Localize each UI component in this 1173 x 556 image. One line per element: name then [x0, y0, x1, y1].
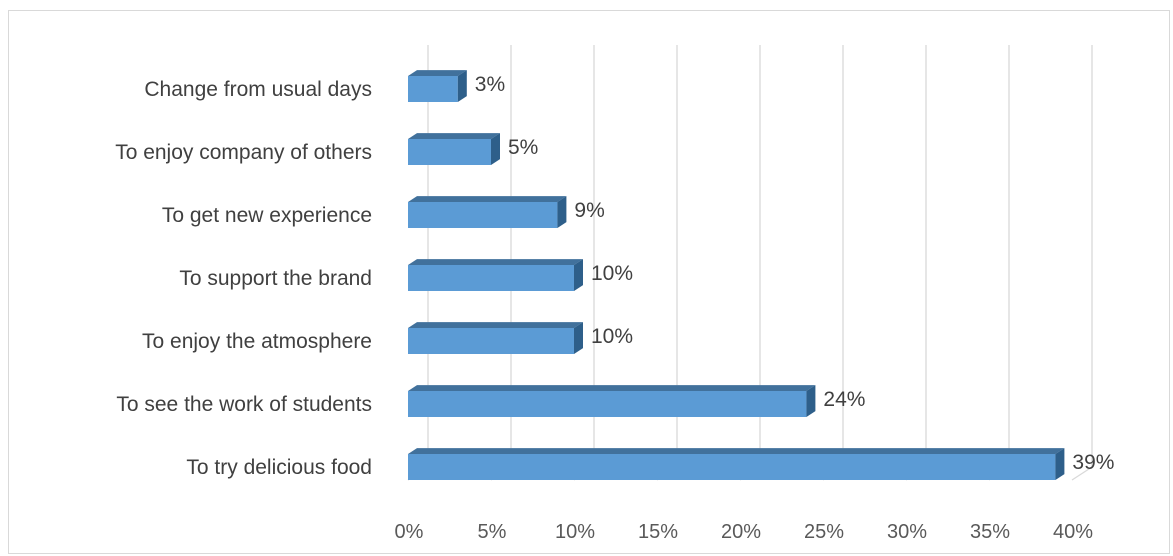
bar-side — [806, 385, 816, 417]
x-tick-label: 40% — [1053, 521, 1093, 543]
category-label: To support the brand — [179, 267, 372, 290]
bar-top — [408, 133, 500, 139]
x-tick-label: 0% — [395, 521, 424, 543]
x-tick-label: 35% — [970, 521, 1010, 543]
bar-side — [557, 196, 567, 228]
bar — [408, 454, 1056, 480]
bar-side — [574, 259, 583, 291]
category-label: Change from usual days — [144, 78, 372, 101]
bar — [408, 76, 458, 102]
bar — [408, 265, 574, 291]
bar — [408, 202, 558, 228]
bar-side — [457, 70, 467, 102]
data-label: 10% — [591, 262, 633, 285]
x-tick-label: 15% — [638, 521, 678, 543]
bar-top — [408, 448, 1065, 454]
bar-side — [574, 322, 583, 354]
bar-top — [408, 259, 583, 265]
bar-top — [408, 385, 816, 391]
bar-side — [491, 133, 500, 165]
category-label: To enjoy the atmosphere — [142, 330, 372, 353]
bar — [408, 328, 574, 354]
category-label: To get new experience — [162, 204, 372, 227]
data-label: 39% — [1072, 451, 1114, 474]
bar-top — [408, 70, 467, 76]
x-tick-label: 30% — [887, 521, 927, 543]
data-label: 3% — [475, 73, 505, 96]
bar — [408, 139, 491, 165]
labels: 0% 5% 10% 15% 20% 25% 30% 35% 40% Change from usu… — [115, 73, 1114, 543]
bars — [408, 70, 1065, 480]
data-label: 5% — [508, 136, 538, 159]
x-tick-label: 5% — [478, 521, 507, 543]
x-tick-label: 20% — [721, 521, 761, 543]
bar — [408, 391, 807, 417]
bar-side — [1055, 448, 1065, 480]
category-label: To see the work of students — [116, 393, 372, 416]
gridline-floor — [1071, 466, 1093, 481]
category-label: To enjoy company of others — [115, 141, 372, 164]
x-tick-label: 25% — [804, 521, 844, 543]
category-label: To try delicious food — [186, 456, 372, 479]
x-tick-label: 10% — [555, 521, 595, 543]
bar-top — [408, 196, 567, 202]
bar-top — [408, 322, 583, 328]
data-label: 10% — [591, 325, 633, 348]
data-label: 24% — [823, 388, 865, 411]
data-label: 9% — [574, 199, 604, 222]
